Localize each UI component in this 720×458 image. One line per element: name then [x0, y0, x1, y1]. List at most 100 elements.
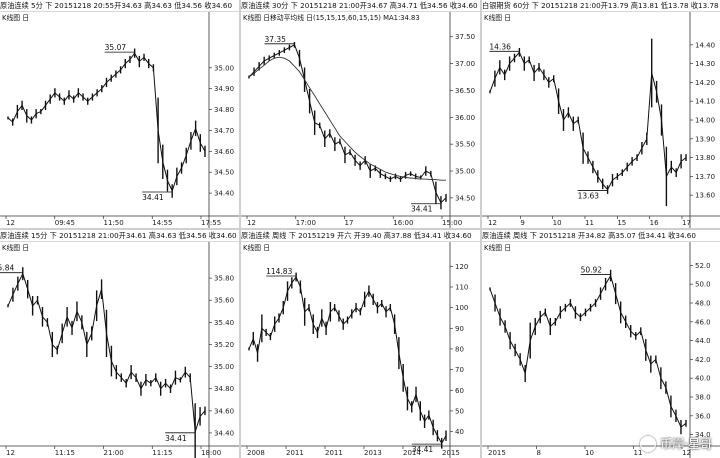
annotation-label: 37.35 [264, 35, 286, 44]
y-tick-label: 34.80 [214, 385, 234, 393]
y-tick-label: 13.60 [695, 192, 715, 200]
x-tick-label: 11:15 [152, 449, 172, 457]
annotation-label: 50.92 [581, 266, 603, 275]
y-tick-label: 34.40 [214, 429, 234, 437]
y-tick-label: 120 [455, 263, 468, 271]
chart-svg: 37.50 37.00 36.50 36.00 35.50 35.00 34.50 12 17:… [241, 12, 480, 228]
x-tick-label: 2014 [403, 449, 421, 457]
panel-header: 白银期货 60分 下 20151218 21:00开13.79 高13.81 低… [482, 1, 720, 12]
y-tick-label: 48.0 [695, 300, 711, 308]
watermark-logo-icon [640, 436, 657, 452]
y-tick-label: 36.00 [455, 114, 475, 122]
moving-average-line [248, 56, 446, 181]
y-tick-label: 90 [455, 325, 464, 333]
chart-panel-6: 原油连续 周线 下 20151218 开34.82 高35.07 低34.41 … [482, 230, 720, 458]
x-tick-label: 09:45 [55, 219, 75, 227]
chart-svg: 52.0 50.0 48.0 46.0 44.0 42.0 40.0 38.0 36.0 34.0… [482, 242, 720, 458]
annotation-label: 34.41 [165, 434, 187, 443]
panel-subheader: K线图 日 [2, 14, 30, 22]
chart-svg: 14.40 14.30 14.20 14.10 14.00 13.90 13.80 13.70… [482, 12, 720, 228]
y-tick-label: 35.40 [214, 319, 234, 327]
y-tick-label: 13.70 [695, 173, 715, 181]
panel-header: 原油连续 30分 下 20151218 21:00开34.67 高34.71 低… [241, 0, 480, 12]
y-tick-label: 37.50 [455, 33, 475, 41]
y-tick-label: 37.00 [455, 60, 475, 68]
x-tick-label: 15 [617, 219, 626, 227]
y-tick-label: 34.90 [214, 85, 234, 93]
annotation-label: 114.83 [266, 267, 292, 276]
y-tick-label: 35.00 [214, 363, 234, 371]
y-tick-label: 35.60 [214, 297, 234, 305]
annotation-label: 14.36 [489, 42, 511, 51]
y-tick-label: 35.00 [214, 64, 234, 72]
annotation-label: 34.41 [142, 193, 164, 202]
price-line [248, 275, 447, 445]
divider-horizontal [0, 228, 720, 230]
y-tick-label: 34.70 [214, 127, 234, 135]
x-tick-label: 2013 [364, 449, 382, 457]
x-tick-label: 8 [537, 449, 541, 457]
y-tick-label: 80 [455, 345, 464, 353]
annotation-label: 13.63 [578, 192, 600, 201]
price-line [248, 44, 447, 204]
panel-subheader: K线图 日 [2, 244, 30, 252]
x-tick-label: 12 [488, 219, 497, 227]
y-tick-label: 34.50 [214, 169, 234, 177]
price-line [7, 52, 206, 193]
panel-header: 原油连续 周线 下 20151219 开六 开39.40 高37.88 低34.… [241, 230, 480, 242]
y-tick-label: 110 [455, 283, 468, 291]
y-tick-label: 34.40 [214, 190, 234, 198]
y-tick-label: 14.00 [695, 117, 715, 125]
y-tick-label: 36.0 [695, 412, 711, 420]
x-tick-label: 17:55 [201, 219, 221, 227]
y-tick-label: 60 [455, 387, 464, 395]
chart-panel-4: 原油连续 15分 下 20151218 21:00开34.61 高34.63 低… [0, 230, 239, 458]
y-tick-label: 46.0 [695, 318, 711, 326]
price-line [7, 272, 206, 432]
x-tick-label: 21:00 [104, 449, 124, 457]
x-tick-label: 11:15 [55, 449, 75, 457]
x-tick-label: 9 [520, 219, 524, 227]
x-tick-label: 15:00 [442, 219, 462, 227]
x-tick-label: 2008 [247, 449, 265, 457]
x-tick-label: 17:00 [296, 219, 316, 227]
y-tick-label: 35.20 [214, 341, 234, 349]
y-tick-label: 34.50 [455, 194, 475, 202]
annotation-label: 34.41 [412, 445, 434, 454]
y-tick-label: 100 [455, 304, 468, 312]
x-tick-label: 18:00 [201, 449, 221, 457]
y-tick-label: 50 [455, 407, 464, 415]
x-tick-label: 11:50 [104, 219, 124, 227]
y-tick-label: 34.0 [695, 431, 711, 439]
y-tick-label: 42.0 [695, 356, 711, 364]
y-tick-label: 14.40 [695, 41, 715, 49]
chart-svg: 35.00 34.90 34.80 34.70 34.60 34.50 34.40 12 09:… [0, 12, 239, 228]
x-tick-label: 2011 [286, 449, 304, 457]
watermark-text: 币岸·星哥 [660, 436, 712, 451]
price-line [489, 274, 687, 428]
x-tick-label: 10 [553, 219, 562, 227]
chart-svg: 35.80 35.60 35.40 35.20 35.00 34.80 34.60 34.40… [0, 242, 239, 458]
y-tick-label: 38.0 [695, 394, 711, 402]
annotation-label: 35.07 [105, 43, 127, 52]
y-tick-label: 34.80 [214, 106, 234, 114]
y-tick-label: 13.90 [695, 135, 715, 143]
x-tick-label: 12 [247, 219, 256, 227]
y-tick-label: 70 [455, 366, 464, 374]
annotation-label: 35.84 [0, 264, 14, 273]
panel-header: 原油连续 周线 下 20151218 开34.82 高35.07 低34.41 … [482, 230, 720, 242]
x-tick-label: 16:00 [393, 219, 413, 227]
panel-header: 原油连续 15分 下 20151218 21:00开34.61 高34.63 低… [0, 230, 239, 242]
x-tick-label: 2015 [488, 449, 506, 457]
y-tick-label: 14.30 [695, 60, 715, 68]
x-tick-label: 10 [585, 449, 594, 457]
x-tick-label: 2015 [442, 449, 460, 457]
watermark: 币岸·星哥 [640, 435, 712, 452]
chart-svg: 120 110 100 90 80 70 60 50 40 2008 2011 2011 2013 201… [241, 242, 480, 458]
chart-panel-2: 原油连续 30分 下 20151218 21:00开34.67 高34.71 低… [241, 0, 480, 228]
panel-subheader: K线图 日 [243, 244, 271, 252]
y-tick-label: 40.0 [695, 375, 711, 383]
y-tick-label: 50.0 [695, 281, 711, 289]
x-tick-label: 17 [345, 219, 354, 227]
x-tick-label: 2011 [325, 449, 343, 457]
